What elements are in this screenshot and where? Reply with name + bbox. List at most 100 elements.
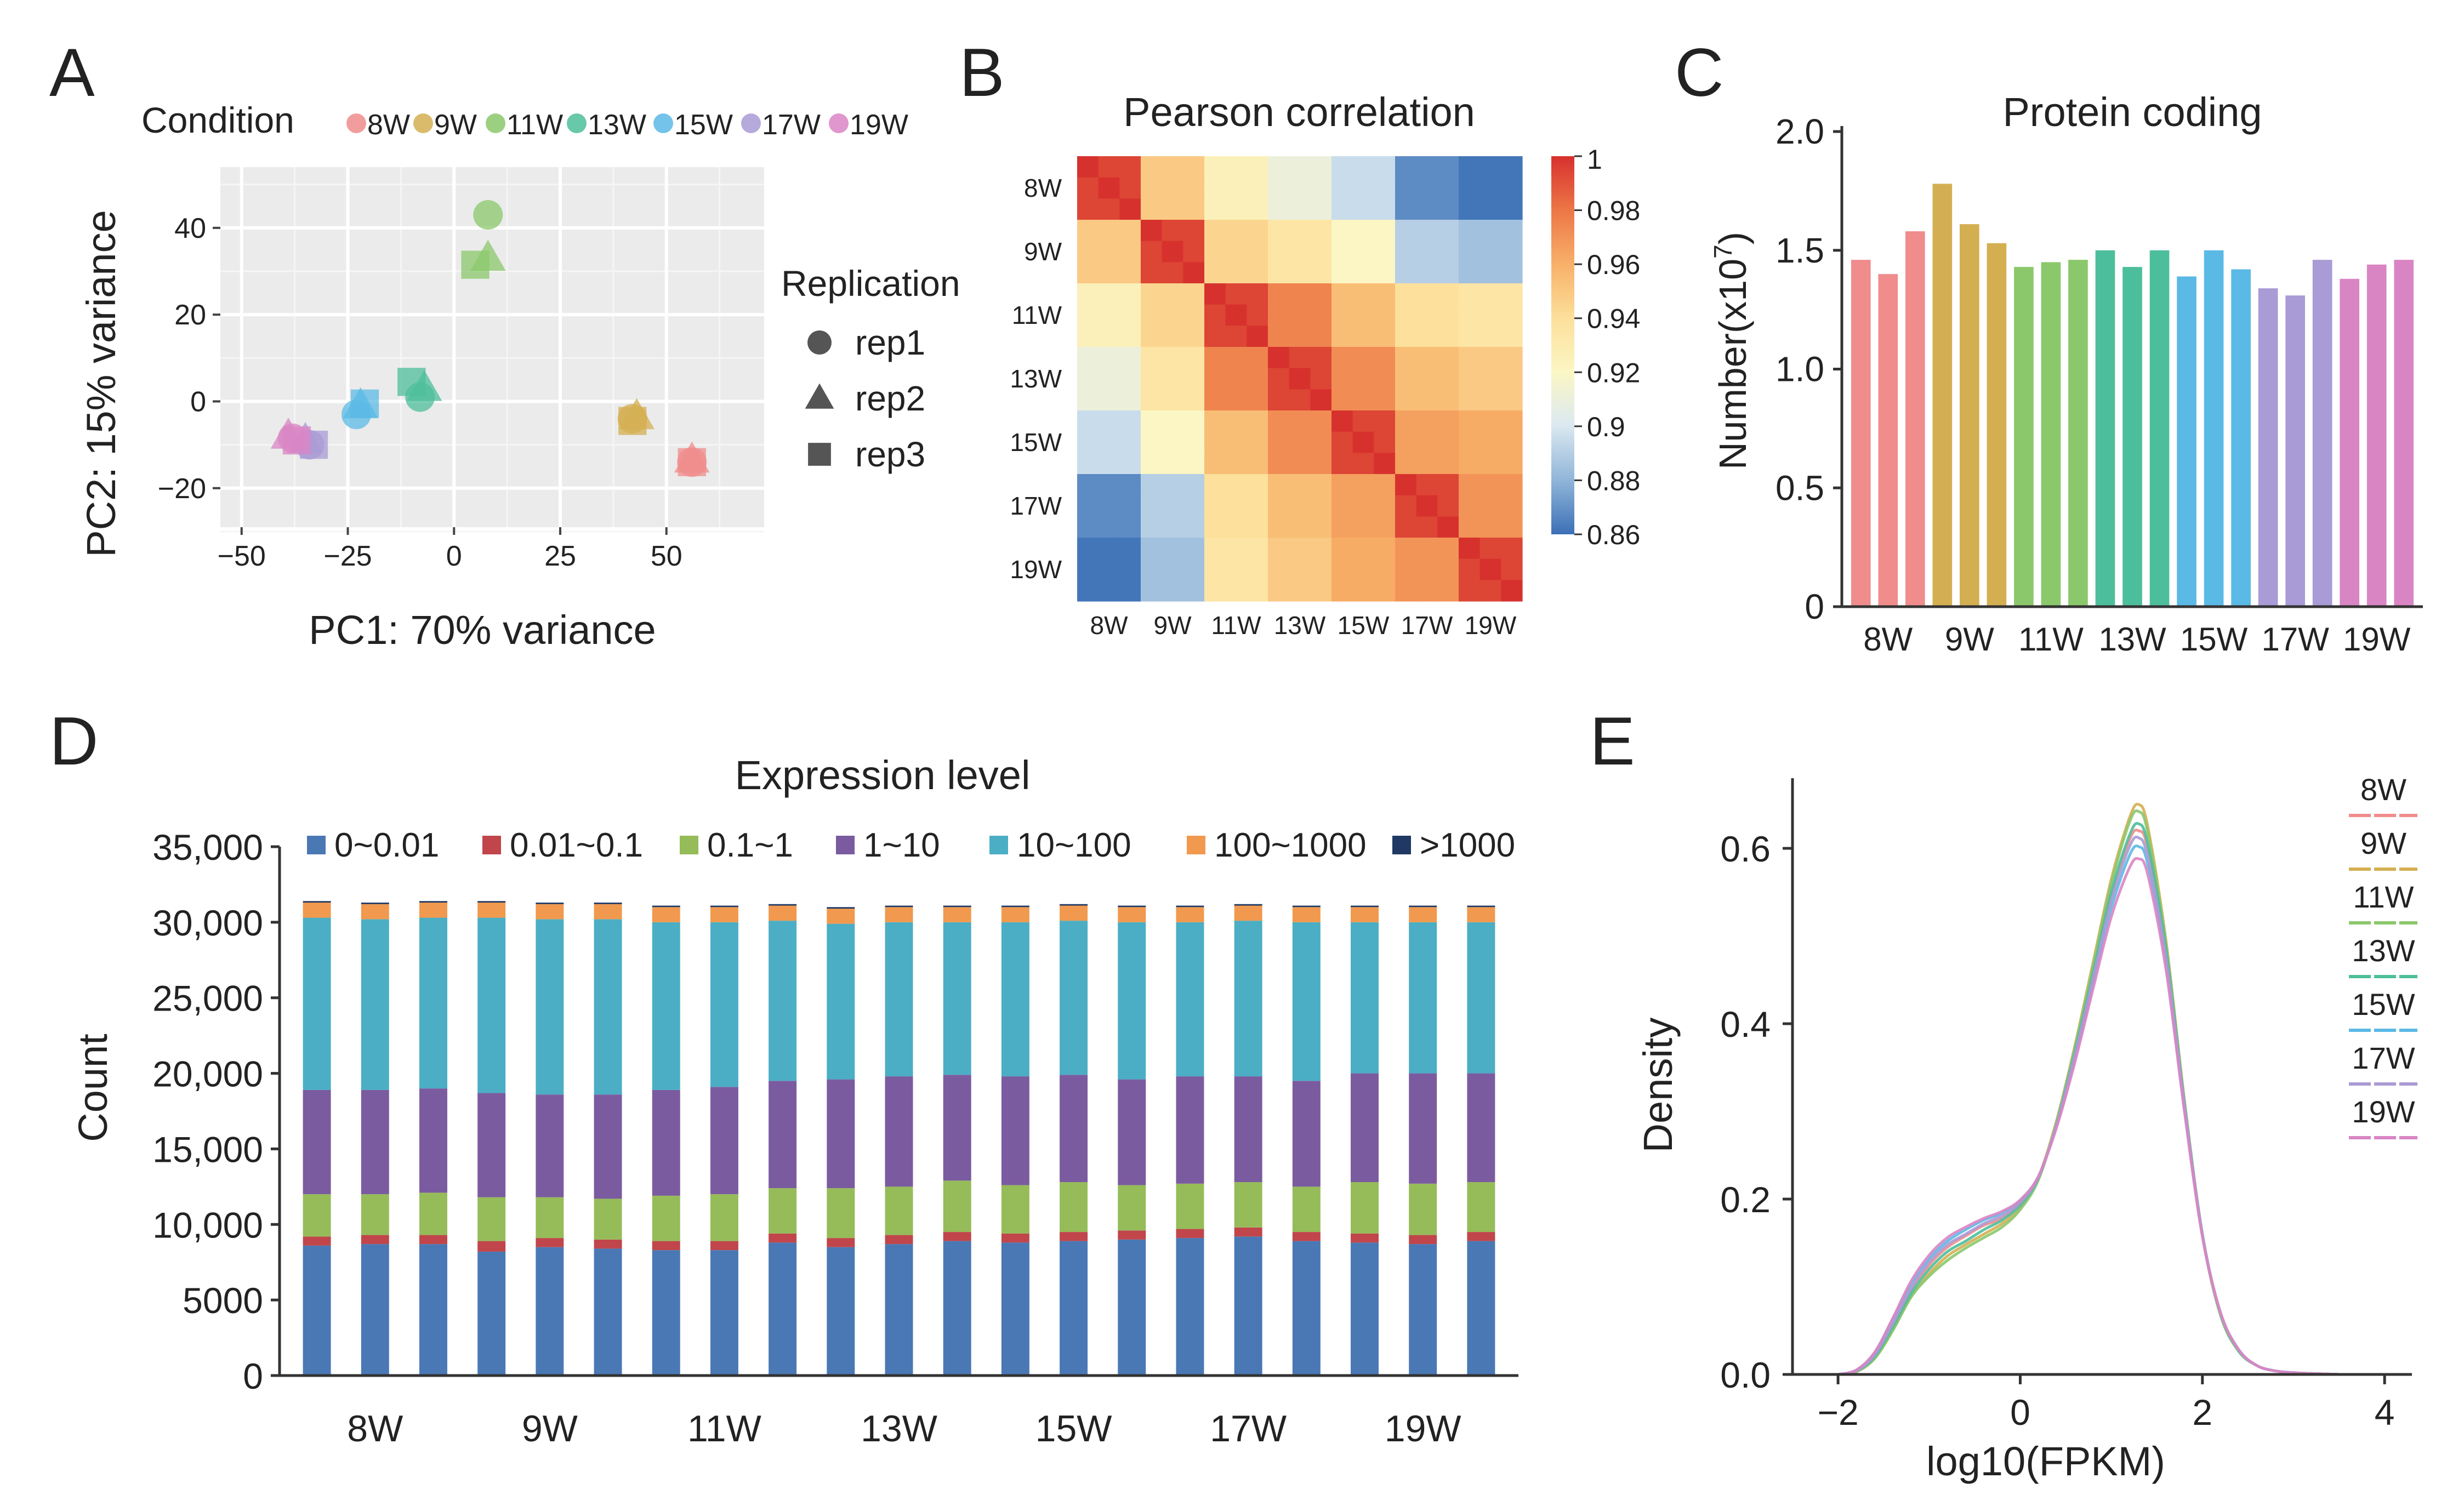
panel-letter-e: E xyxy=(1590,704,1635,779)
expression-bar-segment xyxy=(361,1194,389,1235)
expression-legend-swatch xyxy=(1392,836,1411,854)
heatmap-cell xyxy=(1374,177,1396,199)
heatmap-cell xyxy=(1416,453,1438,475)
expression-bar-segment xyxy=(1118,905,1146,908)
protein-x-tick-label: 19W xyxy=(2343,621,2411,658)
expression-legend-label: 1~10 xyxy=(863,826,940,864)
heatmap-cell xyxy=(1204,538,1226,560)
expression-bar-segment xyxy=(303,901,331,903)
heatmap-cell xyxy=(1077,326,1099,347)
protein-bar xyxy=(2068,260,2088,607)
expression-bar-segment xyxy=(1001,1185,1029,1234)
expression-legend-swatch xyxy=(836,836,855,854)
protein-bar xyxy=(2312,260,2332,607)
panel-letter-d: D xyxy=(49,704,99,779)
heatmap-cell xyxy=(1098,431,1120,453)
heatmap-cell xyxy=(1416,283,1438,305)
heatmap-cell xyxy=(1459,220,1481,242)
heatmap-cell xyxy=(1395,389,1417,411)
heatmap-cell xyxy=(1501,156,1523,178)
expression-bar-segment xyxy=(1409,922,1437,1074)
heatmap-cell xyxy=(1141,516,1163,538)
density-legend-label: 8W xyxy=(2360,772,2406,807)
expression-bar-segment xyxy=(885,907,913,922)
heatmap-cell xyxy=(1077,410,1099,432)
heatmap-cell xyxy=(1374,220,1396,242)
heatmap-cell xyxy=(1501,368,1523,390)
heatmap-cell xyxy=(1331,389,1353,411)
heatmap-cell xyxy=(1459,347,1481,369)
expression-bar-segment xyxy=(1176,1229,1204,1239)
expression-bar-segment xyxy=(1118,922,1146,1080)
expression-bar-segment xyxy=(419,1088,447,1193)
heatmap-cell xyxy=(1395,558,1417,580)
heatmap-cell xyxy=(1479,389,1501,411)
protein-y-label-close: ) xyxy=(1711,232,1754,244)
expression-panel: Expression level 0~0.01 0.01~0.1 0.1~1 1~10… xyxy=(70,752,1518,1450)
heatmap-cell xyxy=(1352,474,1374,496)
heatmap-cell xyxy=(1183,495,1205,517)
heatmap-cell xyxy=(1098,262,1120,284)
heatmap-cell xyxy=(1247,538,1268,560)
heatmap-cell xyxy=(1352,304,1374,326)
heatmap-cell xyxy=(1289,474,1311,496)
expression-bar-segment xyxy=(1118,1230,1146,1240)
density-legend: 8W 9W 11W 13W 15W 17W 19W xyxy=(2349,772,2417,1139)
pca-panel: Condition 8W 9W 11W 13W 15W 17W 19W −50 −25 0 25 5… xyxy=(78,100,960,653)
heatmap-cell xyxy=(1395,580,1417,602)
heatmap-cell xyxy=(1119,495,1141,517)
heatmap-cell xyxy=(1268,304,1290,326)
heatmap-cell xyxy=(1459,580,1481,602)
heatmap-cell xyxy=(1225,516,1247,538)
heatmap-cell xyxy=(1119,516,1141,538)
heatmap-cell xyxy=(1289,516,1311,538)
density-line xyxy=(1837,821,2340,1376)
heatmap-cell xyxy=(1268,538,1290,560)
heatmap-cell xyxy=(1289,283,1311,305)
pca-condition-legend-label: 17W xyxy=(762,109,821,141)
heatmap-row-label: 13W xyxy=(1010,364,1062,393)
expression-bar-segment xyxy=(885,1076,913,1187)
expression-bar-segment xyxy=(477,1251,506,1376)
heatmap-cell xyxy=(1331,304,1353,326)
protein-y-tick-label: 0.5 xyxy=(1776,468,1824,507)
heatmap-cell xyxy=(1374,283,1396,305)
expression-bar-segment xyxy=(1234,921,1262,1077)
pca-condition-legend-swatch xyxy=(829,113,849,133)
heatmap-cell xyxy=(1416,495,1438,517)
heatmap-cell xyxy=(1268,580,1290,602)
heatmap-cell xyxy=(1119,220,1141,242)
pca-x-tick-label: 50 xyxy=(651,540,682,572)
expression-y-tick-label: 20,000 xyxy=(152,1054,263,1094)
panel-letter-b: B xyxy=(959,35,1005,111)
expression-bar-segment xyxy=(1118,1079,1146,1185)
expression-bar-segment xyxy=(303,917,331,1090)
heatmap-cell xyxy=(1268,495,1290,517)
heatmap-cell xyxy=(1395,516,1417,538)
heatmap-cell xyxy=(1162,474,1183,496)
expression-bar-segment xyxy=(1409,907,1437,922)
heatmap-cell xyxy=(1268,241,1290,263)
expression-bar-segment xyxy=(1234,1182,1262,1228)
heatmap-colorbar-label: 0.94 xyxy=(1587,304,1640,334)
heatmap-cell xyxy=(1225,495,1247,517)
heatmap-cell xyxy=(1204,304,1226,326)
protein-bar xyxy=(2231,269,2251,607)
heatmap-cell xyxy=(1247,474,1268,496)
expression-bar-segment xyxy=(477,1241,506,1252)
heatmap-cell xyxy=(1479,431,1501,453)
expression-y-tick-label: 0 xyxy=(243,1356,263,1396)
heatmap-cell xyxy=(1416,516,1438,538)
expression-bar-segment xyxy=(1351,907,1379,922)
heatmap-cell xyxy=(1141,326,1163,347)
density-line xyxy=(1837,857,2340,1376)
heatmap-cell xyxy=(1501,262,1523,284)
expression-bar-segment xyxy=(536,919,564,1095)
heatmap-cell xyxy=(1183,198,1205,220)
heatmap-cell xyxy=(1437,580,1459,602)
heatmap-cell xyxy=(1352,156,1374,178)
expression-x-tick-label: 17W xyxy=(1210,1408,1287,1450)
expression-bar-segment xyxy=(652,1250,680,1376)
heatmap-cell xyxy=(1077,283,1099,305)
heatmap-cell xyxy=(1416,431,1438,453)
